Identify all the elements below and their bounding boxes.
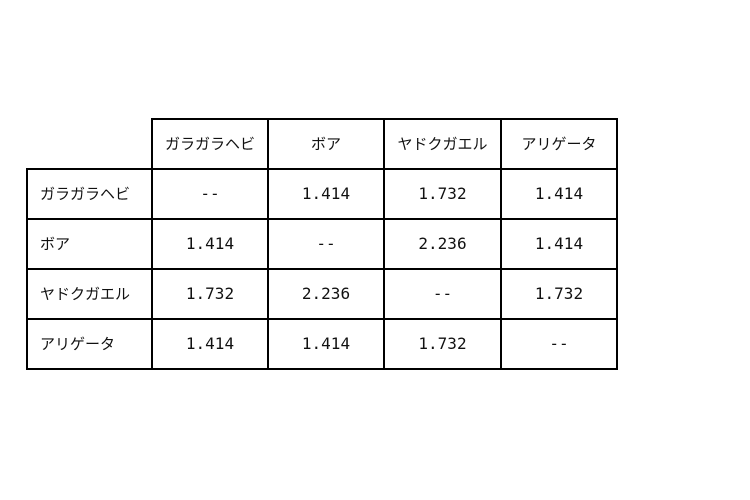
table-cell: 1.414 [151,218,269,270]
table-cell: 1.414 [151,318,269,370]
table-cell: 1.732 [500,268,618,320]
table-cell: -- [500,318,618,370]
table-row: アリゲータ 1.414 1.414 1.732 -- [26,318,618,370]
table-cell: 1.732 [383,168,502,220]
table-row: ヤドクガエル 1.732 2.236 -- 1.732 [26,268,618,320]
row-header: ヤドクガエル [26,268,153,320]
column-header: ヤドクガエル [383,118,502,170]
table-cell: 1.414 [267,318,385,370]
row-header: ガラガラヘビ [26,168,153,220]
table-cell: -- [383,268,502,320]
header-row: ガラガラヘビ ボア ヤドクガエル アリゲータ [27,118,618,170]
table-cell: 1.732 [151,268,269,320]
row-header: ボア [26,218,153,270]
table-row: ガラガラヘビ -- 1.414 1.732 1.414 [26,168,618,220]
table-cell: 1.414 [500,168,618,220]
table-cell: 2.236 [383,218,502,270]
table-cell: -- [151,168,269,220]
table-cell: 2.236 [267,268,385,320]
table-cell: -- [267,218,385,270]
column-header: アリゲータ [500,118,618,170]
table-cell: 1.732 [383,318,502,370]
table-row: ボア 1.414 -- 2.236 1.414 [26,218,618,270]
table-cell: 1.414 [500,218,618,270]
row-header: アリゲータ [26,318,153,370]
column-header: ガラガラヘビ [151,118,269,170]
table-cell: 1.414 [267,168,385,220]
corner-cell [27,119,153,170]
column-header: ボア [267,118,385,170]
distance-matrix-table: ガラガラヘビ ボア ヤドクガエル アリゲータ ガラガラヘビ -- 1.414 1… [26,118,618,370]
